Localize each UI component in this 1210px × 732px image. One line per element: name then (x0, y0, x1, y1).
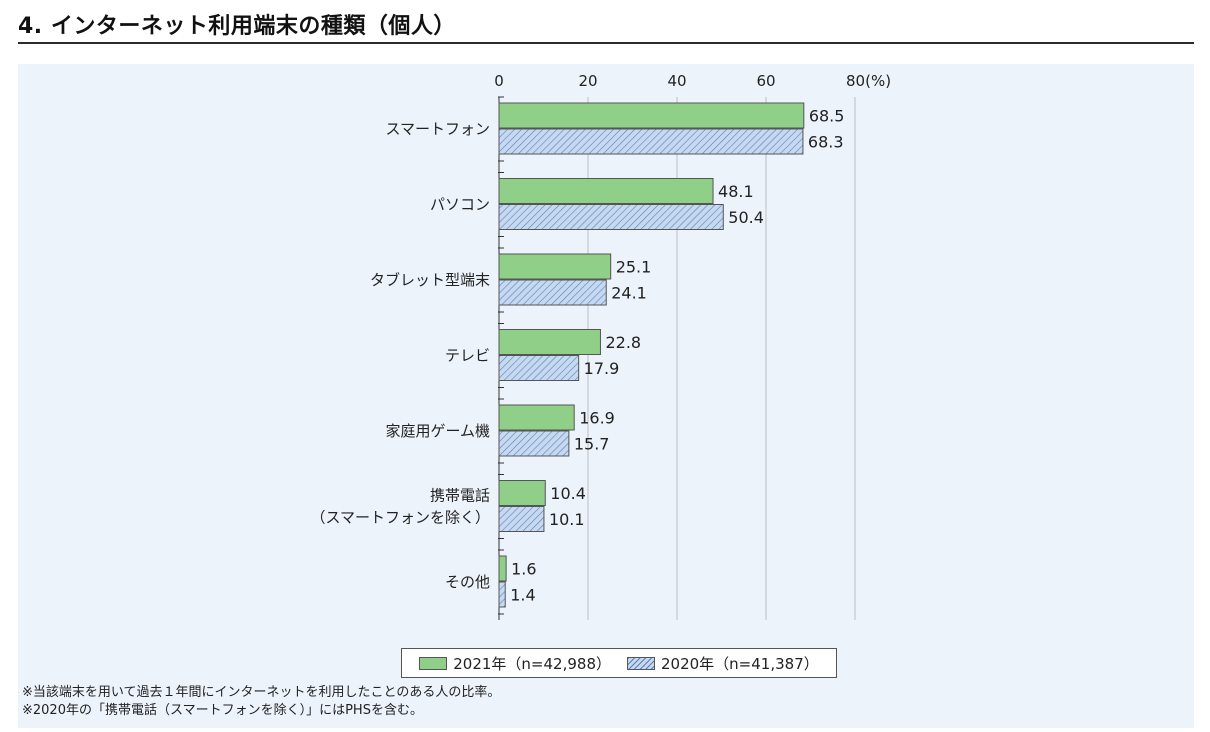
data-label: 1.4 (510, 586, 535, 605)
x-tick-label: 0 (494, 72, 504, 90)
bar-2020 (498, 279, 607, 306)
chart-legend: 2021年（n=42,988） 2020年（n=41,387） (401, 648, 837, 678)
category-label: スマートフォン (385, 120, 490, 138)
category-label: その他 (445, 573, 490, 591)
x-tick-label: 20 (578, 72, 597, 90)
data-label: 68.5 (809, 107, 845, 126)
data-label: 50.4 (728, 208, 764, 227)
bar-2020 (498, 128, 804, 155)
data-label: 22.8 (605, 333, 641, 352)
bar-2020 (498, 204, 724, 230)
bar-chart: 0 20 40 60 80(%)68.5 68.3 スマートフォン 48.1 50.4 パソコン 2… (310, 72, 891, 620)
bar-2021 (498, 253, 612, 280)
legend-item-2020: 2020年（n=41,387） (627, 653, 819, 674)
bar-2021 (498, 329, 601, 355)
data-label: 10.4 (550, 484, 586, 503)
category-label: （スマートフォンを除く） (310, 509, 490, 527)
x-tick-label: 40 (667, 72, 686, 90)
category-label: 家庭用ゲーム機 (385, 422, 490, 440)
legend-item-2021: 2021年（n=42,988） (419, 653, 611, 674)
category-label: パソコン (430, 196, 490, 214)
bar-2021 (498, 102, 805, 129)
x-tick-label: 80(%) (846, 72, 891, 90)
x-tick-label: 60 (756, 72, 775, 90)
title-divider (18, 42, 1194, 44)
category-label: テレビ (445, 347, 490, 365)
bar-2021 (498, 555, 507, 582)
data-label: 25.1 (616, 258, 652, 277)
legend-label-2021: 2021年（n=42,988） (453, 654, 611, 673)
data-label: 15.7 (574, 435, 610, 454)
bar-2020 (498, 581, 506, 608)
data-label: 24.1 (611, 284, 647, 303)
data-label: 10.1 (549, 510, 585, 529)
chart-panel (18, 64, 1194, 728)
bar-2020 (498, 506, 545, 532)
bar-2021 (498, 178, 714, 204)
legend-swatch-2021 (419, 656, 448, 670)
page-title: 4. インターネット利用端末の種類（個人） (18, 14, 456, 39)
bar-2020 (498, 355, 580, 381)
data-label: 68.3 (808, 133, 844, 152)
legend-label-2020: 2020年（n=41,387） (661, 654, 819, 673)
data-label: 1.6 (511, 560, 536, 579)
data-label: 16.9 (579, 409, 615, 428)
footnotes: ※当該端末を用いて過去１年間にインターネットを利用したことのある人の比率。 ※2… (22, 684, 500, 720)
footnote: ※当該端末を用いて過去１年間にインターネットを利用したことのある人の比率。 (22, 685, 501, 700)
data-label: 48.1 (718, 182, 754, 201)
category-label: タブレット型端末 (370, 271, 490, 289)
footnote: ※2020年の「携帯電話（スマートフォンを除く）」にはPHSを含む。 (22, 703, 423, 718)
bar-2020 (498, 430, 570, 457)
bar-2021 (498, 480, 546, 506)
category-label: 携帯電話 (430, 487, 490, 505)
bar-2021 (498, 404, 575, 431)
legend-swatch-2020 (627, 656, 655, 670)
data-label: 17.9 (584, 359, 620, 378)
